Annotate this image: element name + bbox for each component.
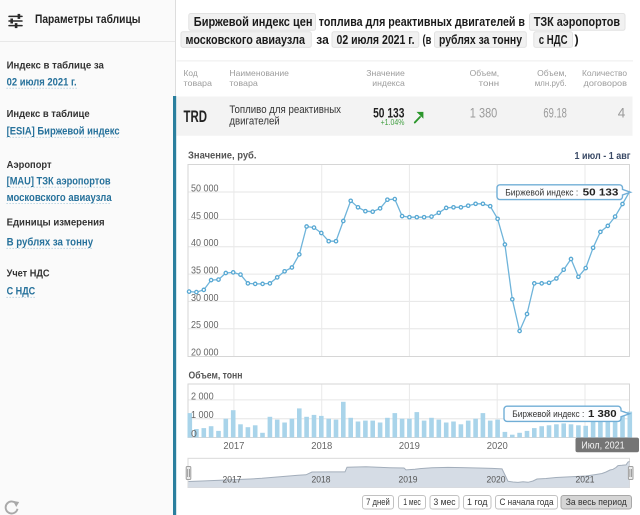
- svg-text:): ): [575, 33, 579, 47]
- svg-text:договоров: договоров: [584, 79, 628, 88]
- svg-text:ТЗК аэропортов: ТЗК аэропортов: [534, 15, 620, 29]
- svg-text:Учет НДС: Учет НДС: [7, 267, 50, 279]
- svg-text:50 000: 50 000: [191, 182, 219, 194]
- svg-text:индекса: индекса: [372, 79, 405, 88]
- svg-text:млн.руб.: млн.руб.: [535, 79, 567, 88]
- svg-text:+1.04%: +1.04%: [381, 117, 405, 127]
- svg-text:1 мес: 1 мес: [403, 497, 421, 507]
- svg-text:[ESIA] Биржевой индекс: [ESIA] Биржевой индекс: [7, 126, 120, 138]
- svg-text:Июл, 2021: Июл, 2021: [581, 440, 625, 452]
- svg-text:2021: 2021: [576, 475, 595, 486]
- svg-text:2017: 2017: [223, 475, 242, 486]
- svg-text:за: за: [316, 33, 329, 47]
- svg-text:7 дней: 7 дней: [366, 497, 390, 507]
- svg-text:1 год: 1 год: [467, 497, 488, 507]
- svg-text:московского авиаузла: московского авиаузла: [186, 33, 306, 47]
- svg-text:02 июля 2021 г.: 02 июля 2021 г.: [337, 33, 415, 47]
- svg-text:Значение, руб.: Значение, руб.: [188, 149, 257, 161]
- svg-text:Наименование: Наименование: [229, 69, 289, 78]
- svg-text:1 380: 1 380: [588, 409, 617, 420]
- svg-text:25 000: 25 000: [191, 319, 219, 331]
- svg-text:Топливо для реактивных: Топливо для реактивных: [229, 104, 341, 116]
- svg-text:1 000: 1 000: [191, 409, 214, 421]
- svg-text:Объем, тонн: Объем, тонн: [189, 369, 243, 381]
- svg-text:69.18: 69.18: [543, 106, 567, 121]
- svg-text:С начала года: С начала года: [500, 497, 555, 507]
- svg-text:Значение: Значение: [366, 69, 405, 78]
- svg-text:Биржевой индекс :: Биржевой индекс :: [512, 409, 584, 420]
- svg-text:2018: 2018: [312, 475, 331, 486]
- svg-text:45 000: 45 000: [191, 210, 219, 222]
- svg-text:Объем,: Объем,: [470, 69, 500, 78]
- svg-text:товара: товара: [229, 79, 258, 88]
- svg-text:Аэропорт: Аэропорт: [7, 159, 52, 171]
- svg-text:2020: 2020: [487, 440, 508, 452]
- svg-text:30 000: 30 000: [191, 292, 219, 304]
- svg-text:2018: 2018: [311, 440, 332, 452]
- svg-text:За весь период: За весь период: [566, 497, 628, 507]
- svg-text:35 000: 35 000: [191, 264, 219, 276]
- svg-text:топлива для реактивных двигате: топлива для реактивных двигателей в: [319, 15, 525, 29]
- svg-text:Индекс в таблице: Индекс в таблице: [7, 108, 90, 120]
- svg-text:40 000: 40 000: [191, 237, 219, 249]
- svg-text:3 мес: 3 мес: [434, 497, 456, 507]
- svg-text:20 000: 20 000: [191, 347, 219, 359]
- svg-text:02 июля 2021 г.: 02 июля 2021 г.: [7, 77, 77, 89]
- svg-text:Биржевой индекс :: Биржевой индекс :: [505, 187, 578, 198]
- svg-text:50 133: 50 133: [583, 187, 619, 198]
- svg-text:1 380: 1 380: [470, 106, 498, 121]
- svg-text:с НДС: с НДС: [539, 33, 568, 47]
- svg-text:рублях за тонну: рублях за тонну: [439, 33, 522, 47]
- svg-text:Единицы измерения: Единицы измерения: [7, 216, 105, 228]
- svg-text:Биржевой индекс цен: Биржевой индекс цен: [194, 15, 313, 29]
- svg-text:Индекс в таблице за: Индекс в таблице за: [7, 60, 104, 72]
- svg-text:Количество: Количество: [582, 69, 627, 78]
- svg-text:(в: (в: [423, 33, 432, 47]
- svg-text:С НДС: С НДС: [7, 286, 36, 298]
- svg-text:4: 4: [618, 106, 626, 121]
- svg-text:0: 0: [191, 428, 197, 440]
- svg-text:2019: 2019: [399, 475, 418, 486]
- svg-text:Параметры таблицы: Параметры таблицы: [35, 14, 141, 26]
- svg-text:2019: 2019: [399, 440, 420, 452]
- svg-text:1 июл - 1 авг: 1 июл - 1 авг: [575, 151, 631, 162]
- svg-text:Объем,: Объем,: [537, 69, 567, 78]
- svg-text:2020: 2020: [487, 475, 506, 486]
- svg-text:2017: 2017: [223, 440, 244, 452]
- svg-text:TRD: TRD: [184, 107, 208, 126]
- svg-text:В рублях за тонну: В рублях за тонну: [7, 237, 94, 249]
- svg-text:товара: товара: [184, 79, 213, 88]
- svg-text:Код: Код: [184, 69, 198, 78]
- svg-text:московского авиаузла: московского авиаузла: [7, 192, 113, 204]
- svg-text:2 000: 2 000: [191, 390, 214, 402]
- svg-text:тонн: тонн: [479, 79, 500, 88]
- svg-text:[MAU] ТЗК аэропортов: [MAU] ТЗК аэропортов: [7, 176, 111, 188]
- svg-text:двигателей: двигателей: [229, 116, 279, 128]
- svg-text:50 133: 50 133: [373, 105, 405, 120]
